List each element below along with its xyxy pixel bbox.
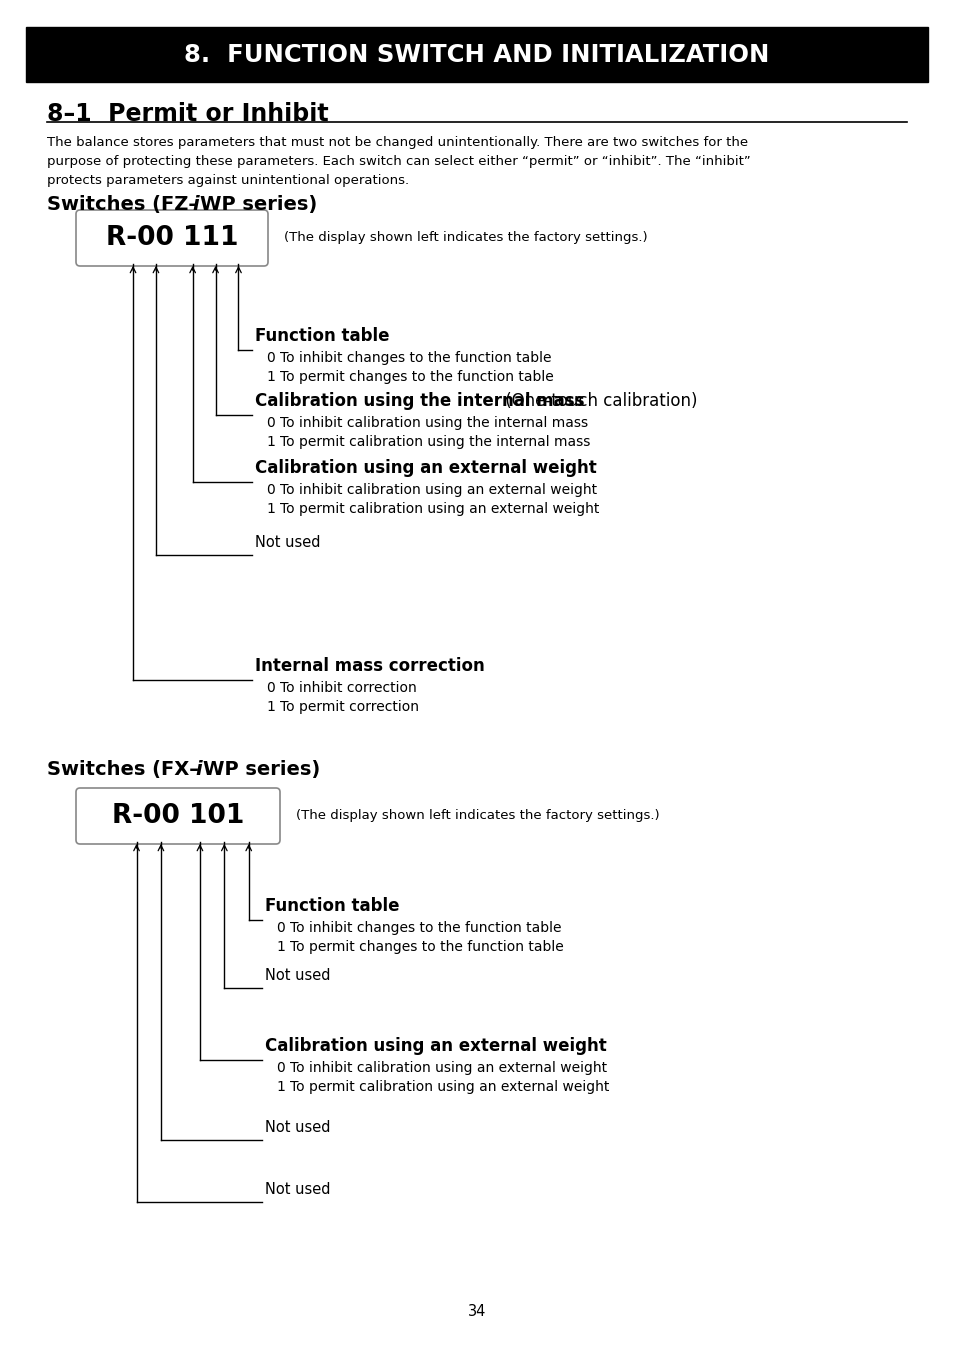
Text: R-00 111: R-00 111 [106, 225, 238, 251]
Text: Not used: Not used [265, 1183, 330, 1197]
Text: (The display shown left indicates the factory settings.): (The display shown left indicates the fa… [284, 231, 647, 244]
Text: i: i [192, 194, 198, 215]
Text: To inhibit changes to the function table: To inhibit changes to the function table [290, 921, 561, 936]
Text: To permit changes to the function table: To permit changes to the function table [280, 370, 553, 383]
Bar [26, 27, 927, 82]
Text: Internal mass correction: Internal mass correction [254, 657, 484, 675]
Text: (One-touch calibration): (One-touch calibration) [499, 392, 697, 410]
Text: To inhibit correction: To inhibit correction [280, 680, 416, 695]
Text: To inhibit calibration using the internal mass: To inhibit calibration using the interna… [280, 416, 587, 431]
Text: 0: 0 [266, 483, 274, 497]
Text: Function table: Function table [254, 327, 389, 346]
Text: 0: 0 [266, 351, 274, 364]
Text: 1: 1 [266, 435, 274, 450]
Text: The balance stores parameters that must not be changed unintentionally. There ar: The balance stores parameters that must … [47, 136, 747, 148]
Text: Switches (FZ–: Switches (FZ– [47, 194, 198, 215]
Text: (The display shown left indicates the factory settings.): (The display shown left indicates the fa… [295, 810, 659, 822]
Text: Calibration using the internal mass: Calibration using the internal mass [254, 392, 584, 410]
Text: R-00 101: R-00 101 [112, 803, 244, 829]
FancyBboxPatch shape [76, 788, 280, 844]
Text: To inhibit calibration using an external weight: To inhibit calibration using an external… [290, 1061, 606, 1075]
Text: WP series): WP series) [200, 194, 317, 215]
Text: Function table: Function table [265, 896, 399, 915]
Text: To permit calibration using an external weight: To permit calibration using an external … [280, 502, 598, 516]
Text: 0: 0 [266, 680, 274, 695]
Text: Calibration using an external weight: Calibration using an external weight [265, 1037, 606, 1054]
Text: 1: 1 [266, 370, 274, 383]
Text: Switches (FX–: Switches (FX– [47, 760, 198, 779]
Text: 0: 0 [275, 921, 284, 936]
Text: To permit correction: To permit correction [280, 701, 418, 714]
Text: 0: 0 [275, 1061, 284, 1075]
Text: To inhibit changes to the function table: To inhibit changes to the function table [280, 351, 551, 364]
Text: To inhibit calibration using an external weight: To inhibit calibration using an external… [280, 483, 597, 497]
Text: To permit changes to the function table: To permit changes to the function table [290, 940, 563, 954]
FancyBboxPatch shape [76, 211, 268, 266]
Text: 34: 34 [467, 1304, 486, 1319]
Text: 1: 1 [275, 1080, 285, 1094]
Text: To permit calibration using an external weight: To permit calibration using an external … [290, 1080, 609, 1094]
Text: 1: 1 [266, 701, 274, 714]
Text: Calibration using an external weight: Calibration using an external weight [254, 459, 597, 477]
Text: 0: 0 [266, 416, 274, 431]
Text: 8–1  Permit or Inhibit: 8–1 Permit or Inhibit [47, 103, 328, 126]
Text: 8.  FUNCTION SWITCH AND INITIALIZATION: 8. FUNCTION SWITCH AND INITIALIZATION [184, 42, 769, 66]
Text: Not used: Not used [265, 968, 330, 983]
Text: Not used: Not used [265, 1120, 330, 1135]
Text: 1: 1 [266, 502, 274, 516]
Text: WP series): WP series) [203, 760, 320, 779]
Text: protects parameters against unintentional operations.: protects parameters against unintentiona… [47, 174, 409, 188]
Text: purpose of protecting these parameters. Each switch can select either “permit” o: purpose of protecting these parameters. … [47, 155, 750, 167]
Text: Not used: Not used [254, 535, 320, 549]
Text: To permit calibration using the internal mass: To permit calibration using the internal… [280, 435, 590, 450]
Text: i: i [194, 760, 201, 779]
Text: 1: 1 [275, 940, 285, 954]
